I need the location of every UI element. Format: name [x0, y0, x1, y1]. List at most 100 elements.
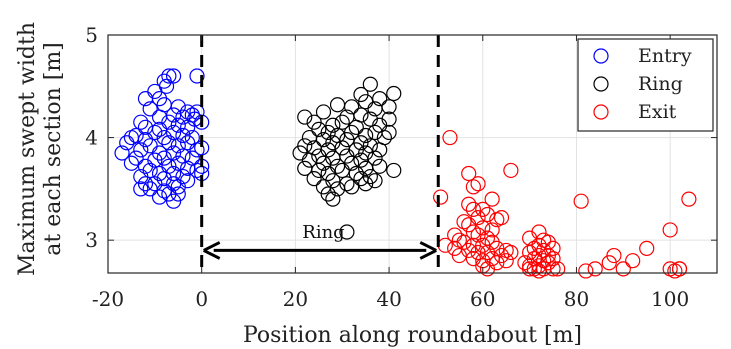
exit-point [503, 162, 519, 179]
axes-frame [107, 34, 718, 274]
ring-point [386, 85, 402, 102]
entry-point [165, 145, 182, 161]
exit-point [451, 247, 467, 264]
ring-point [334, 114, 350, 130]
annotation-label: Ring [302, 222, 344, 243]
ring-point [372, 91, 388, 107]
exit-point [625, 253, 641, 269]
exit-point [479, 206, 496, 223]
entry-point [133, 114, 149, 130]
entry-point [156, 171, 172, 187]
x-tick-label: 20 [283, 287, 308, 311]
exit-point [456, 214, 472, 230]
entry-point [119, 135, 135, 151]
ring-point [367, 150, 383, 166]
entry-point [137, 158, 154, 174]
exit-point [484, 191, 500, 207]
exit-point [540, 247, 556, 264]
legend-label-ring: Ring [638, 73, 683, 95]
exit-point [461, 242, 477, 259]
exit-point [465, 224, 481, 240]
entry-point [151, 189, 168, 205]
ring-point [344, 99, 360, 115]
ring-point [297, 109, 313, 125]
entry-point [189, 162, 205, 179]
ring-point [339, 132, 355, 148]
axes [107, 34, 718, 274]
ring-point [381, 124, 397, 141]
x-axis-label: Position along roundabout [m] [243, 323, 582, 348]
ring-point [306, 171, 322, 187]
entry-point [133, 181, 149, 197]
entry-point [170, 186, 186, 202]
entry-point [137, 176, 154, 192]
exit-point [639, 240, 655, 256]
entry-point [114, 145, 130, 161]
legend-label-entry: Entry [638, 45, 692, 67]
entry-point [151, 109, 168, 125]
exit-point [461, 196, 477, 212]
entry-point [189, 104, 205, 120]
exit-point [522, 261, 538, 277]
entry-point [151, 121, 168, 137]
entry-point [165, 124, 182, 141]
exit-point [545, 251, 561, 267]
entry-point [137, 91, 154, 107]
x-tick-label: 80 [564, 287, 589, 311]
exit-point [470, 176, 486, 192]
exit-point [681, 191, 697, 207]
exit-point [470, 227, 486, 243]
legend-marker-exit [593, 104, 609, 120]
exit-point [465, 179, 481, 195]
entry-point [128, 150, 144, 166]
x-tick-label: 0 [195, 287, 208, 311]
entry-point [165, 68, 182, 84]
entry-point [161, 135, 177, 151]
ring-point [372, 142, 388, 158]
exit-point [587, 261, 603, 277]
ring-point [334, 162, 350, 179]
exit-point [573, 193, 589, 209]
x-tick-label: -20 [92, 287, 124, 311]
exit-point [465, 201, 481, 217]
ring-point [301, 152, 318, 168]
legend: Entry Ring Exit [577, 38, 714, 132]
ring-point [348, 165, 364, 182]
exit-point [433, 189, 449, 205]
exit-point [498, 253, 514, 269]
scatter-markers [114, 68, 697, 279]
exit-point [578, 263, 594, 279]
ring-point [362, 76, 378, 92]
exit-point [479, 261, 496, 277]
ring-point [358, 176, 374, 192]
y-tick-label: 4 [85, 126, 98, 150]
exit-point [615, 261, 631, 277]
ring-span-annotation: Ring [203, 222, 437, 260]
entry-point [161, 68, 177, 84]
ring-point [348, 119, 364, 135]
y-tick-label: 5 [85, 23, 98, 47]
entry-point [175, 109, 191, 125]
ring-point [367, 173, 383, 189]
arrow-head-left [203, 241, 221, 260]
exit-point [671, 261, 688, 277]
entry-point [165, 165, 182, 182]
legend-marker-entry [593, 48, 609, 64]
ring-point [311, 162, 327, 179]
entry-point [180, 119, 196, 135]
ring-point [381, 111, 397, 127]
ring-point [386, 162, 402, 179]
y-tick-label: 3 [85, 228, 98, 252]
exit-point [493, 210, 510, 226]
tick-labels: -20 0 20 40 60 80 100 3 4 5 [85, 23, 689, 311]
x-tick-label: 100 [651, 287, 689, 311]
exit-point [475, 201, 491, 217]
exit-point [442, 129, 458, 146]
ring-point [372, 158, 388, 174]
exit-point [531, 263, 547, 279]
y-axis-label-line1: Maximum swept width [15, 22, 40, 276]
ring-point [311, 121, 327, 137]
x-tick-label: 40 [376, 287, 401, 311]
arrow-head-right [419, 241, 437, 260]
